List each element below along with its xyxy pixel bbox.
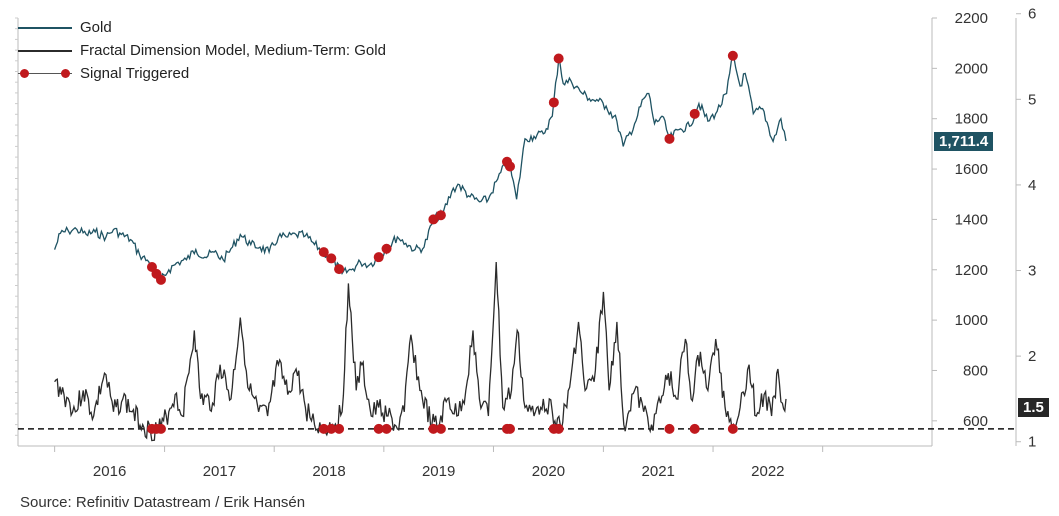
x-tick-label: 2018 [312, 463, 345, 480]
signal-dot-icon [20, 69, 29, 78]
legend-label-signal: Signal Triggered [80, 65, 190, 82]
gold-signal-point [334, 264, 345, 275]
y-left-tick-label: 1000 [955, 312, 988, 329]
y-left-tick-label: 1400 [955, 211, 988, 228]
y-right-tick-label: 5 [1028, 91, 1036, 108]
gold-signal-point [689, 108, 700, 119]
fdm-signal-point [318, 423, 329, 434]
gold-signal-point [435, 210, 446, 221]
fdm-series-line [54, 261, 787, 442]
gold-series-line [53, 53, 787, 283]
gold-last-value-tag: 1,711.4 [934, 132, 994, 151]
fdm-signal-point [664, 423, 675, 434]
axes [15, 13, 1021, 452]
y-right-tick-label: 3 [1028, 263, 1036, 280]
gold-signal-point [504, 161, 515, 172]
y-left-tick-label: 2200 [955, 10, 988, 27]
y-left-tick-label: 1600 [955, 161, 988, 178]
gold-signal-point [381, 243, 392, 254]
legend-swatch-gold [18, 26, 72, 29]
fdm-signal-point [326, 423, 337, 434]
legend-swatch-signal [18, 69, 72, 78]
fdm-signal-point [381, 423, 392, 434]
fdm-signal-point [428, 423, 439, 434]
y-right-tick-label: 6 [1028, 6, 1036, 23]
x-tick-label: 2016 [93, 463, 126, 480]
fdm-signal-point [373, 423, 384, 434]
signal-markers [146, 50, 738, 434]
x-tick-label: 2020 [532, 463, 565, 480]
legend-item-fdm: Fractal Dimension Model, Medium-Term: Go… [18, 39, 386, 62]
y-left-tick-label: 1800 [955, 111, 988, 128]
x-tick-label: 2019 [422, 463, 455, 480]
x-tick-label: 2021 [642, 463, 675, 480]
y-left-tick-label: 600 [963, 413, 988, 430]
x-tick-label: 2017 [203, 463, 236, 480]
fdm-signal-point [553, 423, 564, 434]
fdm-signal-point [435, 423, 446, 434]
y-right-tick-label: 2 [1028, 348, 1036, 365]
source-note: Source: Refinitiv Datastream / Erik Hans… [20, 494, 306, 511]
fdm-signal-point [504, 423, 515, 434]
signal-dot-icon [61, 69, 70, 78]
y-left-tick-label: 1200 [955, 262, 988, 279]
gold-signal-point [373, 252, 384, 263]
y-left-tick-label: 800 [963, 362, 988, 379]
legend-swatch-fdm [18, 49, 72, 52]
gold-signal-point [548, 97, 559, 108]
tick-labels: 600 800 1000 1200 1400 1600 1800 2000 2200 1 2 3 4 5 6… [93, 6, 1036, 480]
gold-signal-point [727, 50, 738, 61]
legend-label-gold: Gold [80, 19, 112, 36]
gold-signal-point [155, 274, 166, 285]
x-tick-label: 2022 [751, 463, 784, 480]
legend-label-fdm: Fractal Dimension Model, Medium-Term: Go… [80, 42, 386, 59]
y-right-tick-label: 1 [1028, 434, 1036, 451]
gold-signal-point [326, 253, 337, 264]
y-right-tick-label: 4 [1028, 177, 1036, 194]
gold-signal-point [664, 133, 675, 144]
legend-item-signal: Signal Triggered [18, 62, 386, 85]
legend: Gold Fractal Dimension Model, Medium-Ter… [18, 16, 386, 85]
gold-signal-point [553, 53, 564, 64]
gold-line-path [53, 53, 787, 283]
fdm-line-path [54, 261, 787, 442]
fdm-signal-point [155, 423, 166, 434]
gold-signal-point [318, 247, 329, 258]
fdm-last-value-tag: 1.5 [1018, 398, 1049, 417]
fdm-signal-point [334, 423, 345, 434]
y-left-tick-label: 2000 [955, 60, 988, 77]
gold-signal-point [428, 214, 439, 225]
fdm-signal-point [689, 423, 700, 434]
fdm-signal-point [727, 423, 738, 434]
legend-item-gold: Gold [18, 16, 386, 39]
